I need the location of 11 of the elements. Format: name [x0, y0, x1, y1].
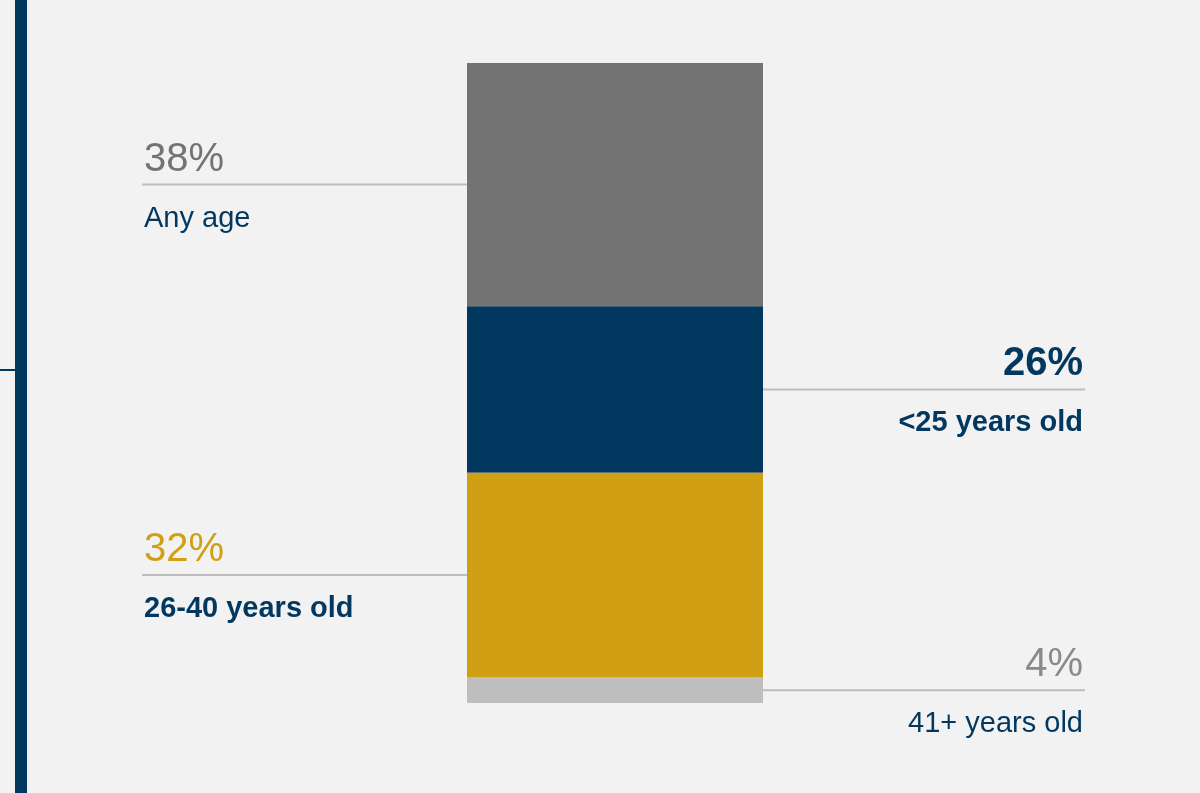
data-label: 32% [144, 525, 225, 569]
text: Any age [144, 200, 251, 233]
text: 41+ years old [908, 706, 1083, 739]
bar [467, 63, 763, 307]
data-label: 4% [1025, 640, 1083, 685]
data-label: 38% [144, 134, 225, 179]
bar [467, 306, 763, 473]
data-label: 26% [1002, 339, 1083, 384]
bar [467, 472, 763, 678]
text: 26-40 years old [144, 591, 354, 623]
text: <25 years old [898, 405, 1083, 438]
